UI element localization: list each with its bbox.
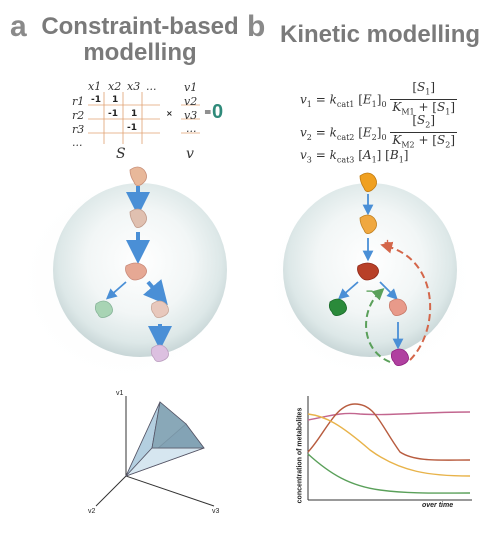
series-curve-yellow [307, 413, 471, 477]
matrix-equals-sign: = [204, 108, 212, 118]
label-v: v [186, 146, 194, 162]
arrow-a-3 [105, 281, 127, 300]
matrix-zero: 0 [212, 101, 224, 123]
molecule-a-2-icon [129, 208, 147, 228]
feedback-minus-sign: − [366, 284, 374, 298]
cone-label-v2: v2 [88, 508, 96, 515]
panel-a-letter: a [10, 10, 27, 43]
pathway-b-arrows [337, 194, 432, 363]
molecule-a-1-icon [129, 166, 147, 186]
molecule-a-3-icon [125, 262, 147, 281]
matrix-times-sign: × [166, 109, 173, 118]
matrix-col-x3: x3 [127, 80, 141, 93]
molecule-b-6-icon [390, 348, 409, 366]
series-curve-green [307, 453, 471, 494]
molecule-a-6-icon [150, 344, 169, 362]
chart-x-label: over time [422, 502, 454, 509]
matrix-col-x2: x2 [108, 80, 122, 93]
feedback-plus-sign: + [384, 236, 392, 250]
arrow-a-4 [143, 279, 168, 306]
matrix-grid [88, 92, 200, 144]
molecule-b-4-icon [328, 298, 347, 316]
pathway-b-molecules [328, 172, 409, 366]
concentration-chart [307, 396, 472, 501]
cone-axis-v3 [125, 475, 215, 507]
molecule-b-5-icon [388, 298, 407, 316]
molecule-b-3-icon [357, 262, 379, 281]
arrow-b-3 [337, 281, 359, 300]
equation-v1: v1 = kcat1 [E1]0 [S1] KM1 + [S1] [300, 80, 458, 117]
vector-more: ... [186, 122, 197, 135]
molecule-b-2-icon [359, 214, 377, 234]
pathway-a-arrows [105, 186, 172, 350]
vector-v3: v3 [184, 109, 198, 122]
equation-v2: v2 = kcat2 [E2]0 [S2] KM2 + [S2] [300, 113, 458, 150]
flux-cone-shape [125, 401, 205, 477]
flux-cone-axes [95, 396, 215, 507]
arrow-b-4 [379, 281, 398, 300]
cone-label-v1: v1 [116, 390, 124, 397]
panel-a-title-line2: modelling [83, 39, 197, 66]
matrix-row-r3: r3 [72, 123, 85, 136]
vector-v2: v2 [184, 95, 198, 108]
panel-b-letter: b [247, 10, 266, 43]
pathway-a-molecules [94, 166, 169, 362]
cone-label-v3: v3 [212, 508, 220, 515]
molecule-a-5-icon [150, 300, 169, 318]
vector-v1: v1 [184, 81, 198, 94]
flux-cone-plot [95, 396, 215, 507]
feedback-arrow-red [380, 241, 432, 361]
matrix-row-r1: r1 [72, 95, 85, 108]
cone-axis-v2 [95, 475, 127, 507]
matrix-cell-r2-x3: 1 [131, 109, 138, 119]
molecule-b-1-icon [359, 172, 377, 192]
chart-y-label: concentration of metabolites [296, 407, 304, 504]
matrix-cell-r1-x1: -1 [91, 95, 101, 105]
matrix-row-more: ... [72, 136, 83, 149]
matrix-cell-r2-x2: -1 [108, 109, 118, 119]
series-curve-pink [307, 411, 471, 421]
matrix-col-x1: x1 [88, 80, 102, 93]
molecule-a-4-icon [94, 300, 113, 318]
label-S: S [116, 146, 126, 162]
matrix-cell-r1-x2: 1 [112, 95, 119, 105]
matrix-col-more: ... [146, 80, 157, 93]
matrix-cell-r3-x3: -1 [127, 123, 137, 133]
equation-v3: v3 = kcat3 [A1] [B1] [300, 148, 409, 165]
panel-b-title: Kinetic modelling [280, 21, 481, 48]
panel-a-title: Constraint-based modelling [40, 14, 240, 66]
stoichiometric-matrix: x1 x2 x3 ... r1 r2 r3 ... -1 1 -1 1 -1 ×… [72, 78, 238, 168]
matrix-row-r2: r2 [72, 109, 85, 122]
panel-a-title-line1: Constraint-based [41, 13, 239, 40]
feedback-arrow-green [365, 287, 391, 363]
